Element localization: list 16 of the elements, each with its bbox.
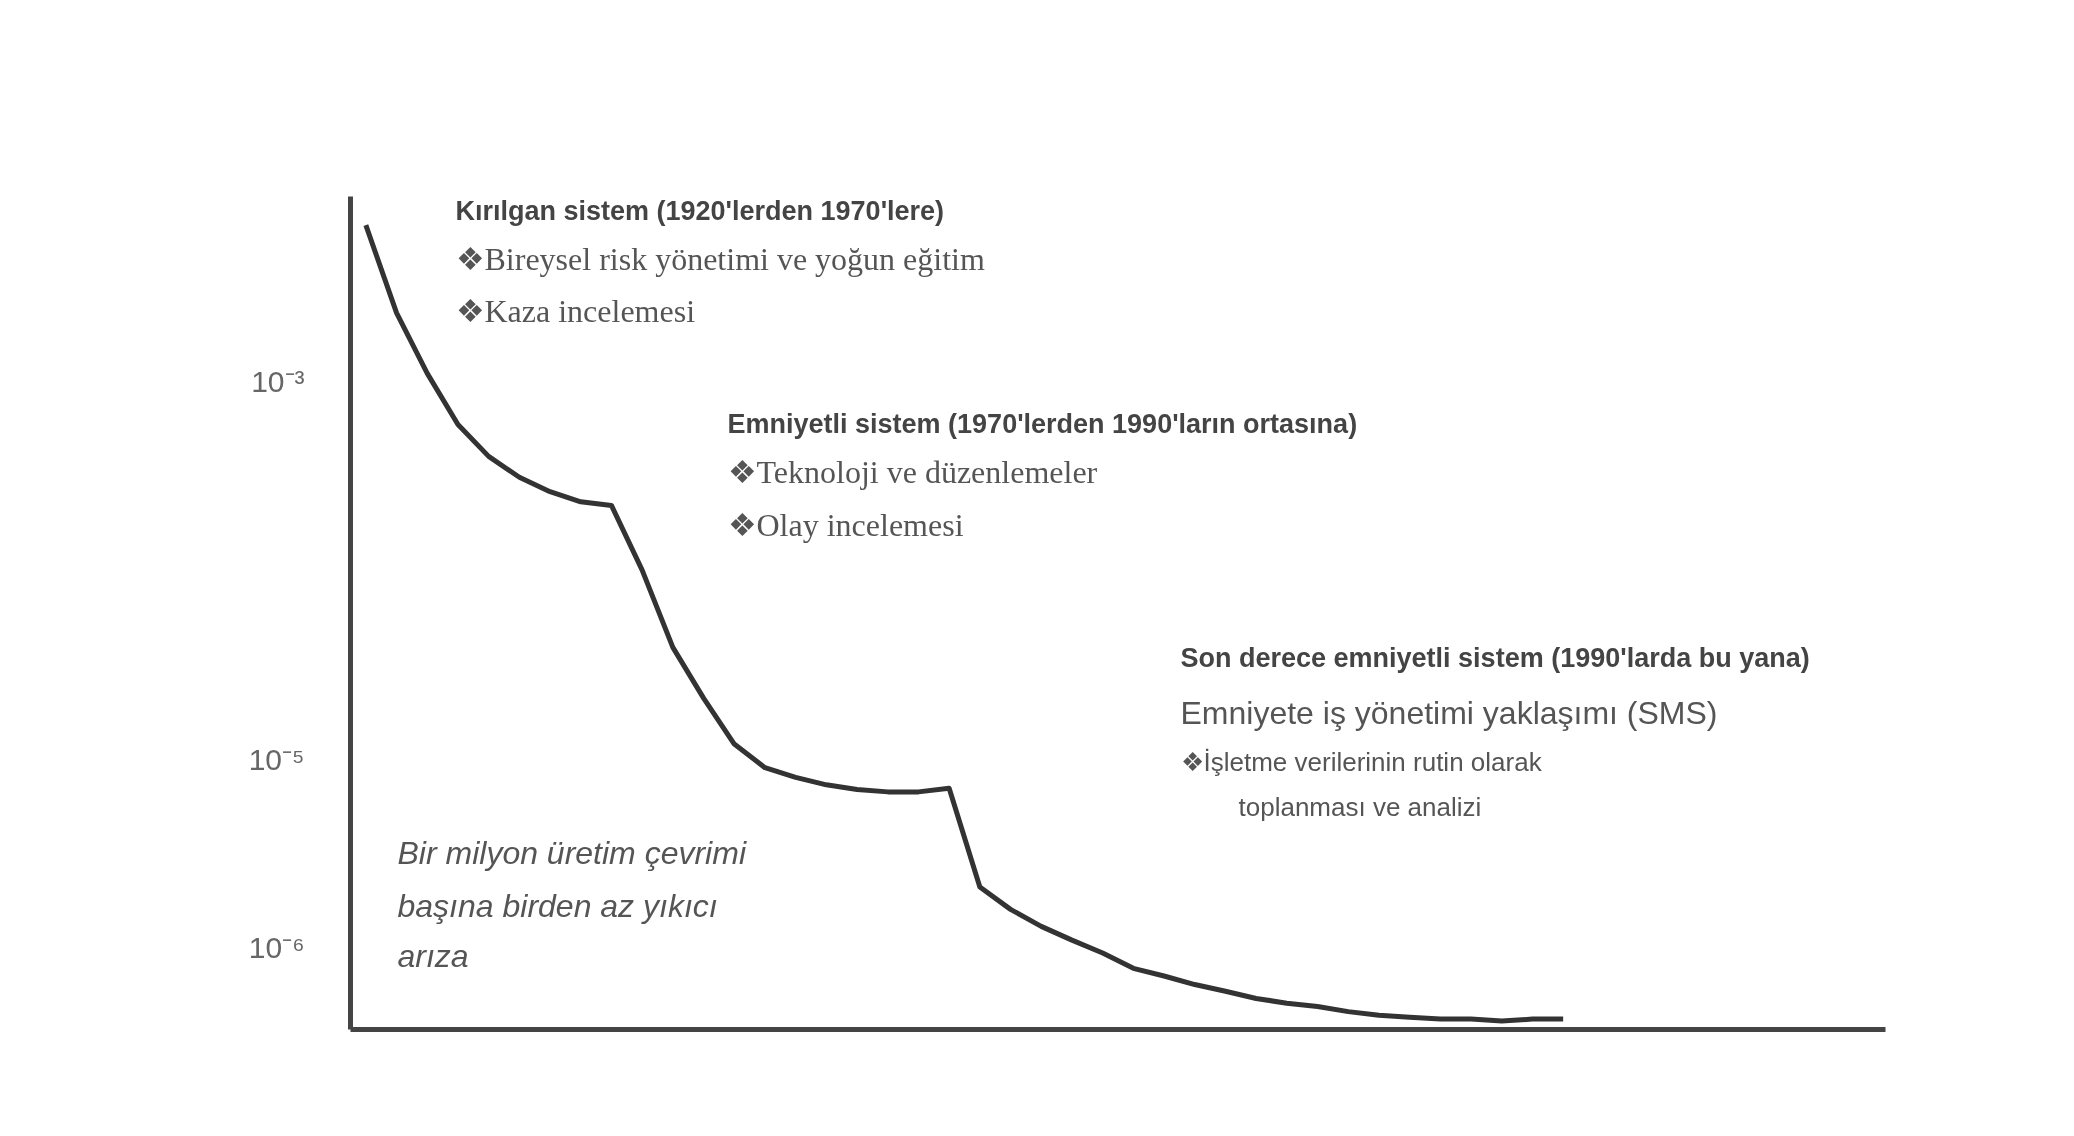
annotation: ❖Kaza incelemesi: [455, 292, 696, 329]
y-tick-label: 10⁻⁶: [248, 931, 305, 965]
annotation: başına birden az yıkıcı: [397, 887, 718, 924]
y-tick-label: 10⁻⁵: [248, 742, 305, 776]
annotation: Bir milyon üretim çevrimi: [397, 834, 747, 871]
annotation: ❖Teknoloji ve düzenlemeler: [727, 453, 1098, 490]
annotation: arıza: [397, 937, 469, 974]
annotation: ❖Olay incelemesi: [727, 506, 964, 543]
annotation: ❖İşletme verilerinin rutin olarak: [1180, 746, 1543, 777]
annotation: ❖Bireysel risk yönetimi ve yoğun eğitim: [455, 240, 985, 277]
annotation: Kırılgan sistem (1920'lerden 1970'lere): [455, 195, 945, 226]
annotation: Emniyetli sistem (1970'lerden 1990'ların ortasına): [727, 408, 1358, 439]
y-tick-label: 10⁻³: [251, 364, 305, 398]
annotation: Emniyete iş yönetimi yaklaşımı (SMS): [1180, 694, 1718, 731]
annotation: toplanması ve analizi: [1238, 791, 1482, 822]
annotation: Son derece emniyetli sistem (1990'larda bu yana): [1180, 642, 1810, 673]
